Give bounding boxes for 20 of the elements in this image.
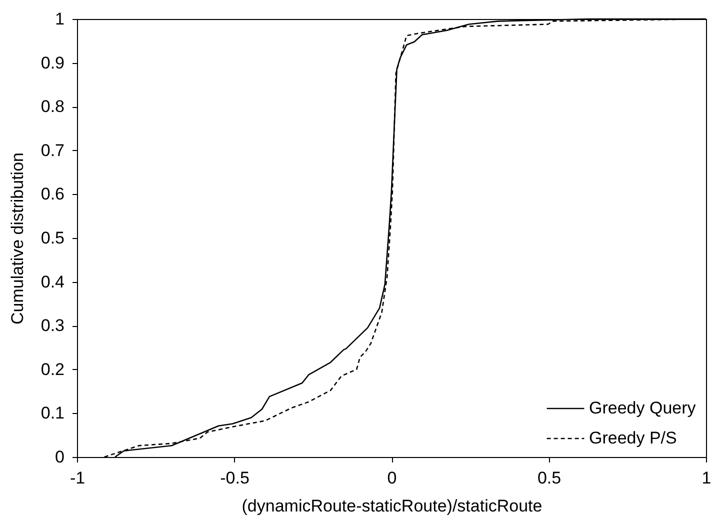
legend-label: Greedy P/S <box>589 428 677 448</box>
y-axis-title: Cumulative distribution <box>8 152 27 324</box>
y-tick-label: 0.3 <box>40 316 64 336</box>
y-tick-label: 0.9 <box>40 53 64 72</box>
y-tick-label: 0.1 <box>40 404 64 423</box>
x-tick-label: -0.5 <box>220 468 250 488</box>
x-tick-label: 1 <box>702 468 712 488</box>
y-tick-label: 0 <box>55 448 64 466</box>
y-tick-label: 0.8 <box>40 97 64 116</box>
y-tick-label: 0.4 <box>40 272 64 292</box>
x-tick-label: 0.5 <box>537 468 562 488</box>
legend-label: Greedy Query <box>589 398 696 418</box>
x-axis-title: (dynamicRoute-staticRoute)/staticRoute <box>242 496 542 516</box>
y-tick-label: 0.5 <box>40 228 64 248</box>
y-tick-label: 1 <box>55 10 64 28</box>
y-tick-label: 0.6 <box>40 184 64 204</box>
y-tick-label: 0.2 <box>40 360 64 379</box>
y-tick-label: 0.7 <box>40 140 64 160</box>
x-tick-label: 0 <box>387 468 397 488</box>
x-tick-label: -1 <box>70 468 86 488</box>
